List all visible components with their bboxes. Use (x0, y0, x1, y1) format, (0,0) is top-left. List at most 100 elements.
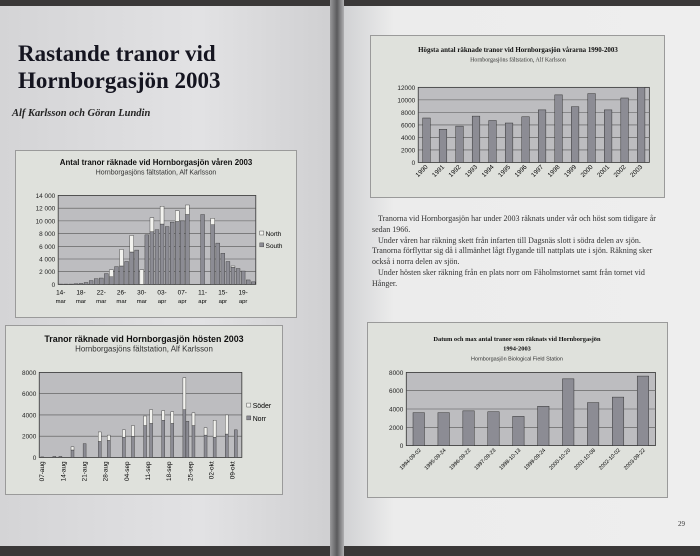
x-tick-label: 02-okt (209, 461, 216, 479)
bar (636, 375, 649, 446)
y-tick-label: 10000 (397, 97, 415, 104)
x-tick-label: 1996-09-22 (449, 448, 473, 472)
x-tick-label: 19- (238, 289, 247, 296)
bar-soder (98, 431, 102, 442)
x-tick-label: 1997 (530, 164, 545, 179)
bar-south (246, 279, 251, 285)
bar-norr (40, 456, 44, 458)
bar-soder (143, 415, 147, 426)
chart-subtitle: Hornborgasjöns fältstation, Alf Karlsson (96, 170, 217, 177)
bar-norr (131, 435, 135, 458)
bar-soder (212, 420, 217, 438)
paragraph: Under hösten sker räkning från en plats … (372, 267, 645, 288)
y-tick-label: 0 (33, 455, 37, 462)
x-tick-label: 2001 (596, 164, 611, 179)
bar (437, 412, 450, 446)
bar-north (129, 235, 134, 253)
y-tick-label: 4000 (389, 406, 404, 413)
bar-south (94, 278, 99, 285)
bar (422, 117, 431, 163)
bar (637, 87, 646, 163)
bar-norr (143, 425, 147, 458)
chart-subtitle: Hornborgasjöns fältstation, Alf Karlsson (470, 57, 566, 64)
x-tick-label: 2000 (580, 164, 595, 179)
bar-south (215, 242, 220, 285)
bar-south (119, 265, 124, 285)
bar-south (159, 223, 165, 285)
x-tick-label: 28-aug (103, 461, 110, 481)
bar-south (149, 231, 155, 285)
bar-north (109, 269, 114, 277)
bar-south (175, 221, 180, 285)
x-tick-label: 11-sep (145, 461, 152, 481)
y-tick-label: 2000 (389, 425, 404, 432)
bar-soder (131, 425, 135, 437)
yearly-max-chart: Högsta antal räknade tranor vid Hornborg… (370, 35, 665, 198)
x-tick-label: 1993 (464, 164, 479, 179)
x-tick-label: 03- (157, 289, 166, 296)
chart-title: Tranor räknade vid Hornborgasjön hösten … (44, 334, 243, 344)
bar-south (99, 277, 104, 285)
x-tick-label: mar (56, 299, 66, 305)
bar-south (235, 268, 241, 285)
legend-swatch (246, 415, 251, 421)
chart-title: Antal tranor räknade vid Hornborgasjön v… (60, 158, 253, 167)
x-tick-label: 1999 (563, 164, 578, 179)
bar-norr (234, 429, 238, 458)
x-tick-label: 09-okt (230, 461, 237, 479)
bar-south (251, 281, 256, 285)
bar-south (200, 214, 205, 285)
article-title: Rastande tranor vid Hornborgasjön 2003 (18, 40, 221, 94)
x-tick-label: mar (76, 299, 86, 305)
bar-south (154, 229, 160, 285)
y-tick-label: 8000 (401, 110, 416, 117)
x-tick-label: 2003-09-22 (623, 448, 647, 472)
bar-north (119, 249, 124, 267)
bar-norr (161, 420, 165, 458)
bar (571, 106, 580, 163)
y-tick-label: 12000 (397, 85, 415, 92)
x-tick-label: apr (178, 299, 187, 305)
bar (620, 97, 629, 163)
bar (504, 122, 514, 163)
x-tick-label: 1994-09-02 (399, 448, 423, 472)
bar (455, 125, 464, 163)
bar-norr (182, 409, 187, 458)
bar-soder (203, 427, 208, 436)
y-tick-label: 4 000 (39, 256, 55, 263)
bar-soder (225, 414, 229, 435)
y-tick-label: 12 000 (36, 206, 56, 213)
bar-south (83, 282, 89, 285)
bar-south (220, 253, 225, 285)
bar-soder (191, 412, 196, 426)
spring-chart: Antal tranor räknade vid Hornborgasjön v… (15, 150, 297, 318)
bar-norr (203, 434, 208, 458)
bar-norr (107, 440, 111, 458)
x-tick-label: 2003 (629, 164, 644, 179)
bar (412, 412, 425, 446)
bar (537, 406, 550, 446)
y-tick-label: 2000 (401, 147, 416, 154)
bar-south (185, 214, 190, 285)
bar-south (180, 220, 185, 285)
legend-swatch (246, 402, 251, 408)
bar-soder (149, 409, 153, 424)
bar-south (109, 276, 114, 285)
x-tick-label: 1995 (497, 164, 512, 179)
bar-south (134, 249, 139, 285)
bar-norr (185, 421, 190, 458)
bar-south (78, 283, 84, 285)
x-tick-label: mar (116, 299, 126, 305)
x-tick-label: 14- (56, 289, 65, 296)
autumn-chart: Tranor räknade vid Hornborgasjön hösten … (5, 325, 283, 495)
bar-north (159, 206, 165, 225)
y-tick-label: 2 000 (39, 269, 55, 276)
y-tick-label: 0 (412, 160, 416, 167)
y-tick-label: 6000 (401, 122, 416, 129)
bar-south (225, 261, 231, 285)
y-tick-label: 6000 (389, 388, 404, 395)
bar-soder (170, 411, 174, 424)
bar-norr (52, 456, 57, 458)
bar-norr (98, 441, 102, 458)
bar-norr (149, 423, 153, 458)
